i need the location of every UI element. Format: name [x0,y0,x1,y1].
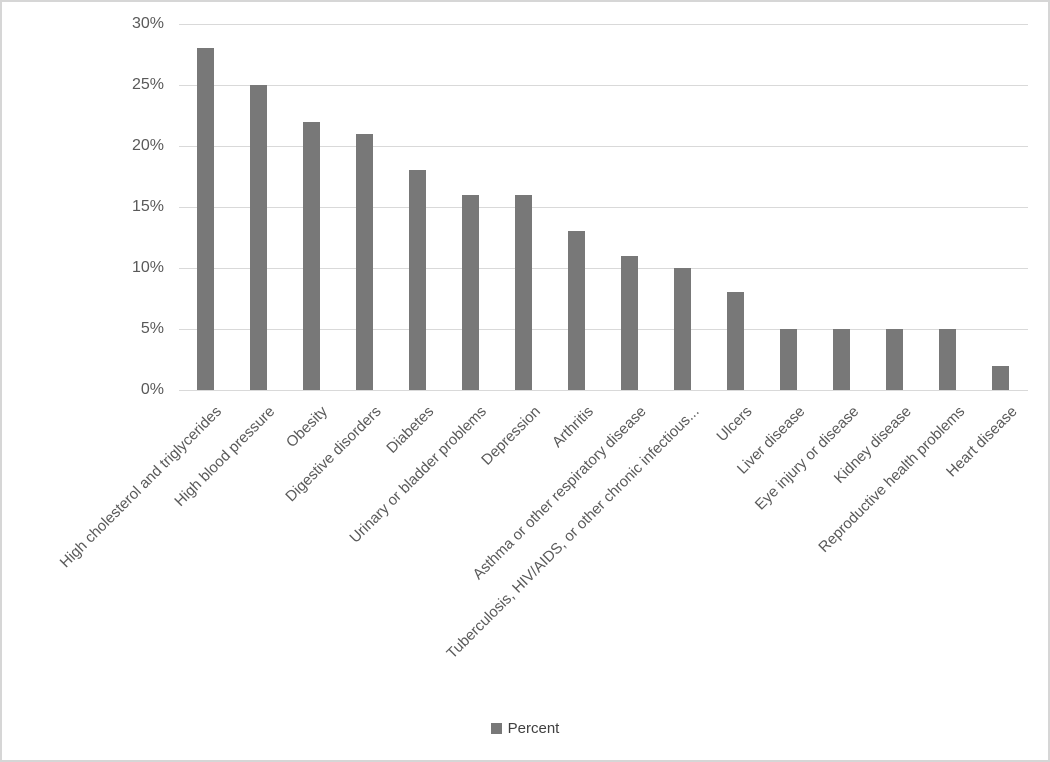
bar [780,329,798,390]
legend-label: Percent [507,720,560,737]
gridline [178,207,1028,208]
bar [939,329,957,390]
bar [621,255,639,390]
x-tick-label: Tuberculosis, HIV/AIDS, or other chronic… [443,403,703,663]
bar [567,231,585,390]
bar [727,292,745,390]
y-tick-label: 5% [140,320,164,337]
y-tick-label: 0% [140,381,164,398]
x-tick-label: Eye injury or disease [751,403,862,514]
legend: Percent [2,720,1048,737]
bar [461,194,479,390]
bar [992,365,1010,390]
gridline [178,329,1028,330]
gridline [178,85,1028,86]
y-tick-label: 10% [131,259,164,276]
bar [302,121,320,390]
x-tick-label: Obesity [283,403,332,451]
y-tick-label: 25% [131,76,164,93]
gridline [178,390,1028,391]
bar [886,329,904,390]
y-tick-label: 15% [131,198,164,215]
gridline [178,146,1028,147]
legend-swatch-icon [490,723,502,734]
x-tick-label: Ulcers [713,403,756,446]
gridline [178,268,1028,269]
bar [249,85,267,390]
bar [833,329,851,390]
y-tick-label: 30% [131,15,164,32]
gridline [178,24,1028,25]
bar [355,133,373,390]
bar [674,268,692,390]
bar [196,48,214,390]
bar [514,194,532,390]
x-tick-label: Diabetes [383,403,438,457]
bar [408,170,426,390]
x-tick-label: Digestive disorders [282,403,385,506]
x-tick-label: Arthritis [548,403,597,451]
x-tick-label: High blood pressure [171,403,279,510]
y-tick-label: 20% [131,137,164,154]
